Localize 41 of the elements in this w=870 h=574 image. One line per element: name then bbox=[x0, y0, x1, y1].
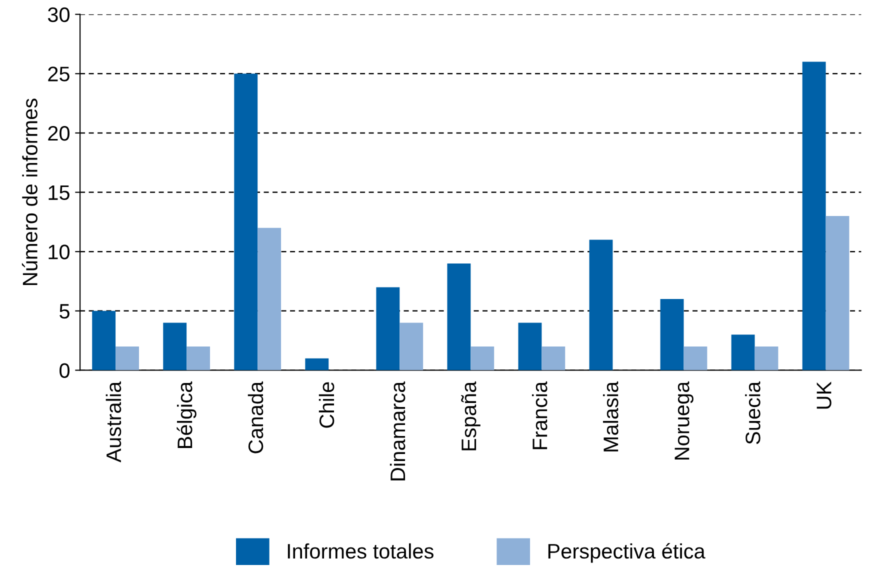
bar bbox=[802, 62, 826, 370]
bar bbox=[470, 346, 494, 370]
bar bbox=[258, 228, 282, 370]
legend-label: Perspectiva ética bbox=[548, 543, 706, 563]
y-tick-label: 15 bbox=[48, 186, 70, 200]
bar bbox=[684, 346, 708, 370]
bar bbox=[447, 263, 471, 370]
y-axis-title: Número de informes bbox=[22, 98, 38, 285]
y-tick-label: 0 bbox=[60, 363, 70, 378]
x-tick-label: Chile bbox=[318, 382, 334, 428]
x-tick-label: Malasia bbox=[603, 381, 618, 452]
bar bbox=[400, 322, 424, 370]
y-tick-label: 25 bbox=[48, 66, 70, 82]
bar bbox=[542, 346, 566, 370]
bar bbox=[305, 358, 329, 370]
legend-label: Informes totales bbox=[288, 543, 434, 559]
x-tick-label: Bélgica bbox=[176, 381, 196, 448]
x-tick-label: Australia bbox=[106, 381, 122, 462]
x-tick-label: Dinamarca bbox=[390, 381, 406, 480]
bar bbox=[731, 334, 755, 370]
bar bbox=[376, 287, 400, 370]
bar bbox=[186, 346, 210, 370]
bar bbox=[116, 346, 139, 370]
bar bbox=[754, 346, 778, 370]
bar bbox=[234, 74, 258, 370]
x-tick-label: Noruega bbox=[674, 381, 694, 460]
y-tick-label: 30 bbox=[48, 7, 70, 22]
x-tick-label: UK bbox=[816, 382, 832, 409]
x-tick-label: Canada bbox=[248, 381, 264, 454]
bar bbox=[518, 322, 542, 370]
bar bbox=[92, 310, 116, 370]
x-tick-label: España bbox=[461, 381, 480, 450]
y-tick-label: 10 bbox=[48, 244, 70, 260]
y-tick-label: 5 bbox=[60, 304, 70, 319]
bar bbox=[589, 240, 613, 370]
bar bbox=[660, 299, 684, 370]
y-tick-label: 20 bbox=[48, 126, 70, 141]
bar bbox=[826, 216, 850, 370]
x-tick-label: Francia bbox=[532, 381, 548, 450]
x-tick-label: Suecia bbox=[745, 381, 760, 444]
bar bbox=[163, 322, 187, 370]
